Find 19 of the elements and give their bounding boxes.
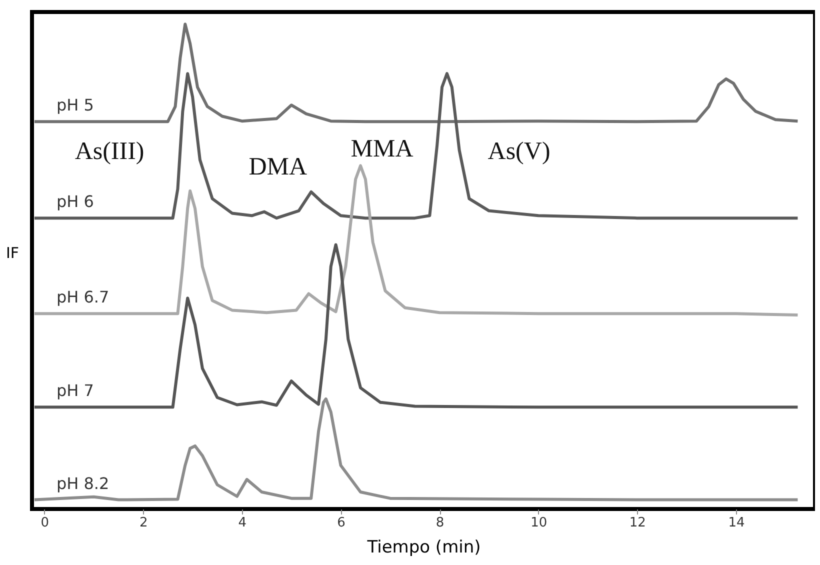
x-tick-label: 8 [436,516,444,530]
x-tick-label: 14 [728,516,745,530]
series-label: pH 8.2 [56,474,110,493]
annotation: MMA [350,136,414,163]
y-axis-title: IF [6,244,20,262]
series-label: pH 6 [56,192,94,212]
x-tick-label: 6 [337,516,346,530]
x-tick-label: 12 [629,516,646,530]
x-tick-label: 4 [238,516,247,530]
x-tick-label: 0 [40,516,49,530]
series-label: pH 7 [56,381,94,400]
annotation: As(III) [74,138,144,166]
annotation: DMA [248,154,308,181]
series-label: pH 5 [56,96,94,115]
x-tick-label: 2 [140,516,148,530]
annotation: As(V) [488,138,550,166]
x-tick-label: 10 [530,516,548,530]
x-axis-title: Tiempo (min) [366,538,481,558]
series-label: pH 6.7 [56,288,110,307]
